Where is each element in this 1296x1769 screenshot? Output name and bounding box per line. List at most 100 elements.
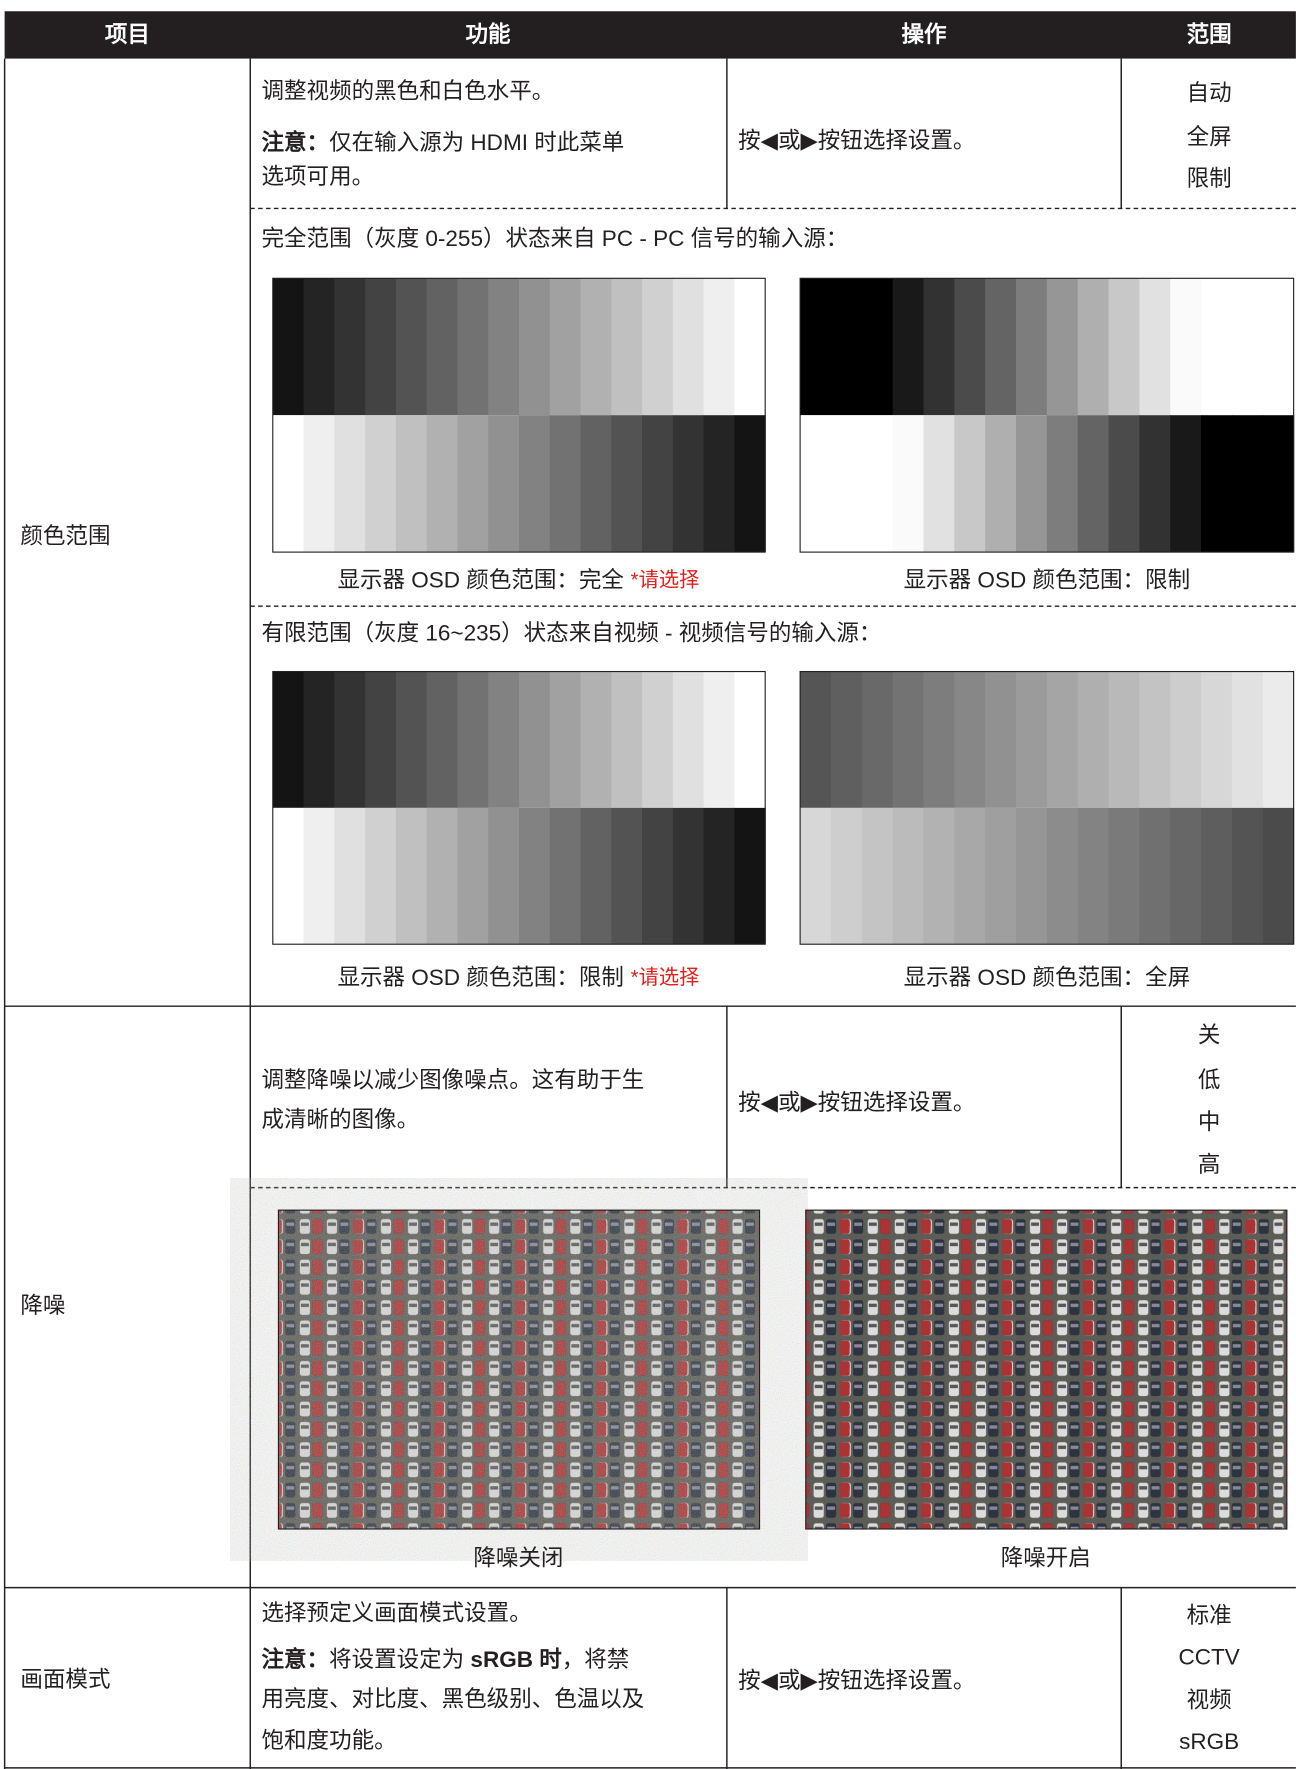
gray-step bbox=[518, 415, 551, 553]
image-border bbox=[277, 1209, 761, 1530]
caption-hint: *请选择 bbox=[631, 569, 700, 592]
gray-step bbox=[892, 278, 925, 416]
image-caption: 显示器 OSD 颜色范围：完全 *请选择 bbox=[337, 567, 699, 592]
gray-step bbox=[672, 671, 705, 808]
gray-step bbox=[1139, 278, 1171, 416]
gray-step bbox=[549, 671, 582, 808]
gray-step bbox=[892, 415, 925, 553]
note-segment: 饱和度功能。 bbox=[262, 1728, 397, 1753]
gray-step bbox=[1201, 671, 1233, 808]
gray-step bbox=[272, 807, 305, 945]
gray-step bbox=[1046, 807, 1079, 945]
gray-step bbox=[1170, 278, 1202, 416]
parking-lot-photo bbox=[805, 1209, 1288, 1530]
gray-step bbox=[672, 415, 705, 553]
image-caption: 显示器 OSD 颜色范围：限制 bbox=[904, 567, 1190, 592]
gray-step bbox=[272, 671, 305, 808]
gray-step bbox=[365, 415, 397, 553]
gray-step bbox=[365, 278, 397, 416]
range-option: 低 bbox=[1198, 1068, 1221, 1093]
function-text: 选择预定义画面模式设置。 bbox=[262, 1601, 532, 1626]
note-text: 注意：仅在输入源为 HDMI 时此菜单 bbox=[262, 129, 625, 155]
operation-text: 按◀或▶按钮选择设置。 bbox=[738, 128, 975, 153]
gray-step bbox=[611, 278, 643, 416]
gray-step bbox=[518, 671, 551, 808]
range-option: 高 bbox=[1198, 1152, 1221, 1177]
note-segment: 将设置设定为 bbox=[329, 1647, 470, 1672]
gray-step bbox=[703, 671, 735, 808]
header-cell: 操作 bbox=[902, 22, 948, 47]
gray-step bbox=[272, 415, 305, 553]
gray-step bbox=[1201, 278, 1233, 416]
grayscale-image bbox=[799, 670, 1295, 945]
note-text: 饱和度功能。 bbox=[262, 1728, 397, 1753]
gray-step bbox=[830, 278, 863, 416]
gray-step bbox=[488, 671, 520, 808]
range-option: CCTV bbox=[1178, 1645, 1239, 1670]
gray-step bbox=[611, 415, 643, 553]
gray-step bbox=[861, 415, 894, 553]
gray-step bbox=[734, 807, 766, 945]
gray-step bbox=[303, 671, 335, 808]
range-option: 全屏 bbox=[1187, 125, 1232, 150]
operation-text: 按◀或▶按钮选择设置。 bbox=[738, 1668, 975, 1693]
gray-step bbox=[1016, 278, 1048, 416]
gray-step bbox=[861, 671, 894, 808]
gray-step bbox=[800, 807, 832, 945]
gray-step bbox=[1108, 671, 1140, 808]
gray-step bbox=[954, 671, 986, 808]
item-label: 画面模式 bbox=[20, 1667, 110, 1692]
gray-step bbox=[334, 415, 366, 553]
caption-hint: *请选择 bbox=[631, 967, 700, 990]
gray-step bbox=[549, 415, 582, 553]
gray-step bbox=[1108, 807, 1140, 945]
gray-step bbox=[1139, 671, 1171, 808]
gray-step bbox=[1046, 671, 1079, 808]
gray-step bbox=[1108, 278, 1140, 416]
gray-step bbox=[642, 278, 674, 416]
note-body: 仅在输入源为 HDMI 时此菜单 bbox=[329, 130, 624, 155]
function-text: 调整视频的黑色和白色水平。 bbox=[262, 78, 555, 103]
grayscale-image bbox=[272, 670, 766, 945]
gray-step bbox=[457, 807, 489, 945]
gray-step bbox=[861, 278, 894, 416]
gray-step bbox=[861, 807, 894, 945]
note-segment: ，将禁 bbox=[562, 1647, 630, 1672]
gray-step bbox=[734, 278, 766, 416]
gray-step bbox=[1077, 415, 1110, 553]
item-label: 降噪 bbox=[20, 1293, 65, 1318]
gray-step bbox=[426, 671, 459, 808]
gray-step bbox=[488, 807, 520, 945]
gray-step bbox=[1046, 415, 1079, 553]
operation-text: 按◀或▶按钮选择设置。 bbox=[738, 1090, 975, 1115]
gray-step bbox=[1170, 671, 1202, 808]
function-text: 成清晰的图像。 bbox=[262, 1107, 420, 1132]
gray-step bbox=[642, 807, 674, 945]
gray-step bbox=[272, 278, 305, 416]
gray-step bbox=[1077, 278, 1110, 416]
image-border bbox=[799, 670, 1295, 945]
image-border bbox=[272, 670, 766, 945]
gray-step bbox=[518, 278, 551, 416]
gray-step bbox=[488, 415, 520, 553]
gray-step bbox=[303, 807, 335, 945]
caption-text: 显示器 OSD 颜色范围：限制 bbox=[904, 567, 1190, 592]
gray-step bbox=[1262, 807, 1295, 945]
gray-step bbox=[703, 807, 735, 945]
gray-step bbox=[672, 278, 705, 416]
gray-step bbox=[1016, 807, 1048, 945]
gray-step bbox=[923, 671, 955, 808]
gray-step bbox=[734, 671, 766, 808]
gray-step bbox=[1016, 415, 1048, 553]
gray-step bbox=[1170, 415, 1202, 553]
gray-step bbox=[1201, 807, 1233, 945]
header-cell: 项目 bbox=[105, 22, 150, 47]
gray-step bbox=[1077, 671, 1110, 808]
note-text: 注意：将设置设定为 sRGB 时，将禁 bbox=[262, 1646, 630, 1672]
gray-step bbox=[1139, 415, 1171, 553]
image-caption: 降噪开启 bbox=[1001, 1545, 1091, 1570]
gray-step bbox=[1077, 807, 1110, 945]
gray-step bbox=[1231, 278, 1264, 416]
image-border bbox=[805, 1209, 1288, 1530]
